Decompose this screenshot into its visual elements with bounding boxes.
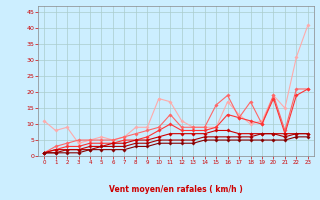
X-axis label: Vent moyen/en rafales ( km/h ): Vent moyen/en rafales ( km/h ) — [109, 185, 243, 194]
